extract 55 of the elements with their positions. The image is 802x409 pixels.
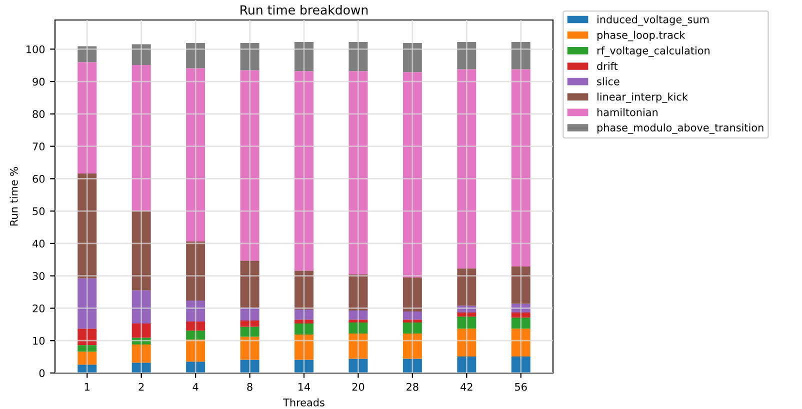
bar xyxy=(132,344,151,363)
bar xyxy=(402,311,422,320)
legend-label: rf_voltage_calculation xyxy=(597,46,710,57)
bar xyxy=(457,316,476,329)
x-tick-label: 1 xyxy=(84,383,90,391)
bar xyxy=(186,362,206,373)
legend-label: induced_voltage_sum xyxy=(598,15,709,26)
y-tick-label: 100 xyxy=(26,45,45,54)
y-tick-label: 60 xyxy=(32,174,45,183)
legend-label: hamiltonian xyxy=(597,108,658,116)
y-tick-label: 50 xyxy=(32,207,45,216)
bar xyxy=(348,320,368,322)
x-tick-label: 2 xyxy=(138,382,144,391)
bar xyxy=(294,320,314,324)
y-axis-title: Run time % xyxy=(10,167,18,226)
bar xyxy=(294,42,314,72)
legend-label: drift xyxy=(597,62,618,70)
x-axis-title: Threads xyxy=(283,398,324,406)
legend-label: slice xyxy=(597,77,620,86)
bar xyxy=(294,310,314,320)
y-tick-label: 40 xyxy=(32,240,45,248)
x-tick-label: 56 xyxy=(515,382,527,391)
x-tick-label: 14 xyxy=(298,383,310,391)
legend-label: linear_interp_kick xyxy=(598,92,688,103)
x-tick-label: 4 xyxy=(192,383,198,391)
bar xyxy=(348,310,368,320)
y-tick-label: 30 xyxy=(32,272,45,280)
x-tick-label: 28 xyxy=(406,382,418,391)
y-tick-label: 10 xyxy=(33,336,45,345)
bar xyxy=(294,71,314,271)
x-tick-label: 20 xyxy=(352,382,364,391)
x-tick-label: 8 xyxy=(247,382,252,391)
bar xyxy=(78,345,97,352)
legend-label: phase_modulo_above_transition xyxy=(597,123,764,134)
bar xyxy=(240,360,260,373)
bar xyxy=(78,352,97,365)
bar xyxy=(402,322,422,334)
chart-title: Run time breakdown xyxy=(240,4,368,15)
legend-label: phase_loop.track xyxy=(597,30,686,42)
y-tick-label: 20 xyxy=(32,304,45,312)
y-tick-label: 0 xyxy=(39,369,45,378)
bar xyxy=(186,322,206,331)
y-tick-label: 90 xyxy=(32,78,45,86)
y-tick-label: 70 xyxy=(32,142,45,150)
y-tick-label: 80 xyxy=(32,110,45,118)
x-tick-label: 42 xyxy=(460,382,472,391)
bar xyxy=(240,320,260,327)
bar xyxy=(348,322,368,334)
bar xyxy=(294,360,314,373)
bar xyxy=(132,323,151,338)
bar xyxy=(186,330,206,340)
bar xyxy=(240,326,260,337)
bar xyxy=(402,320,422,322)
bar xyxy=(511,318,530,329)
bar xyxy=(294,323,314,334)
